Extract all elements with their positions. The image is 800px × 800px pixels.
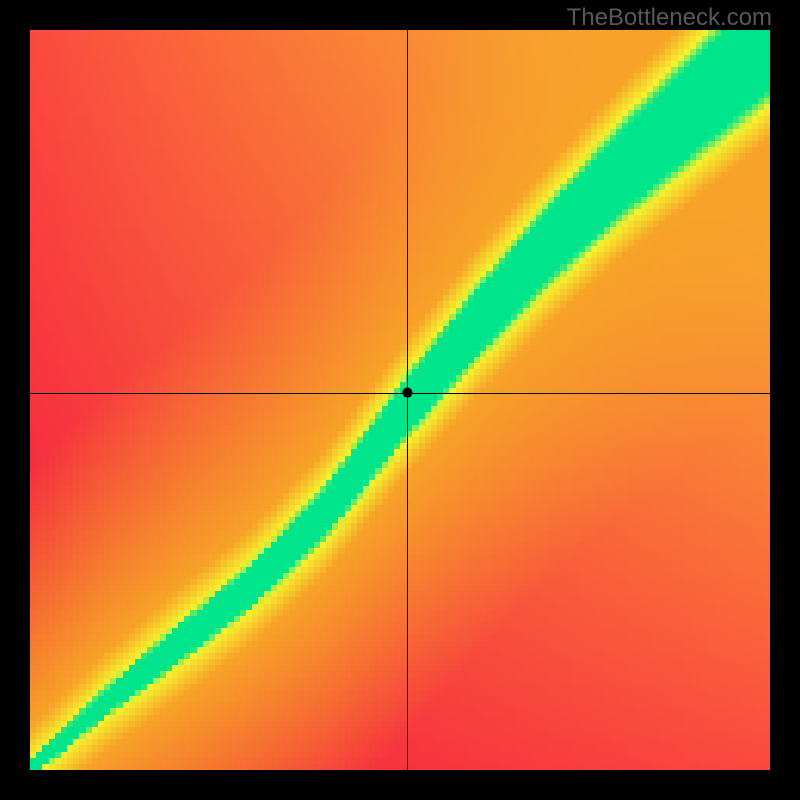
bottleneck-heatmap — [0, 0, 800, 800]
chart-container: TheBottleneck.com — [0, 0, 800, 800]
watermark-text: TheBottleneck.com — [567, 4, 772, 32]
